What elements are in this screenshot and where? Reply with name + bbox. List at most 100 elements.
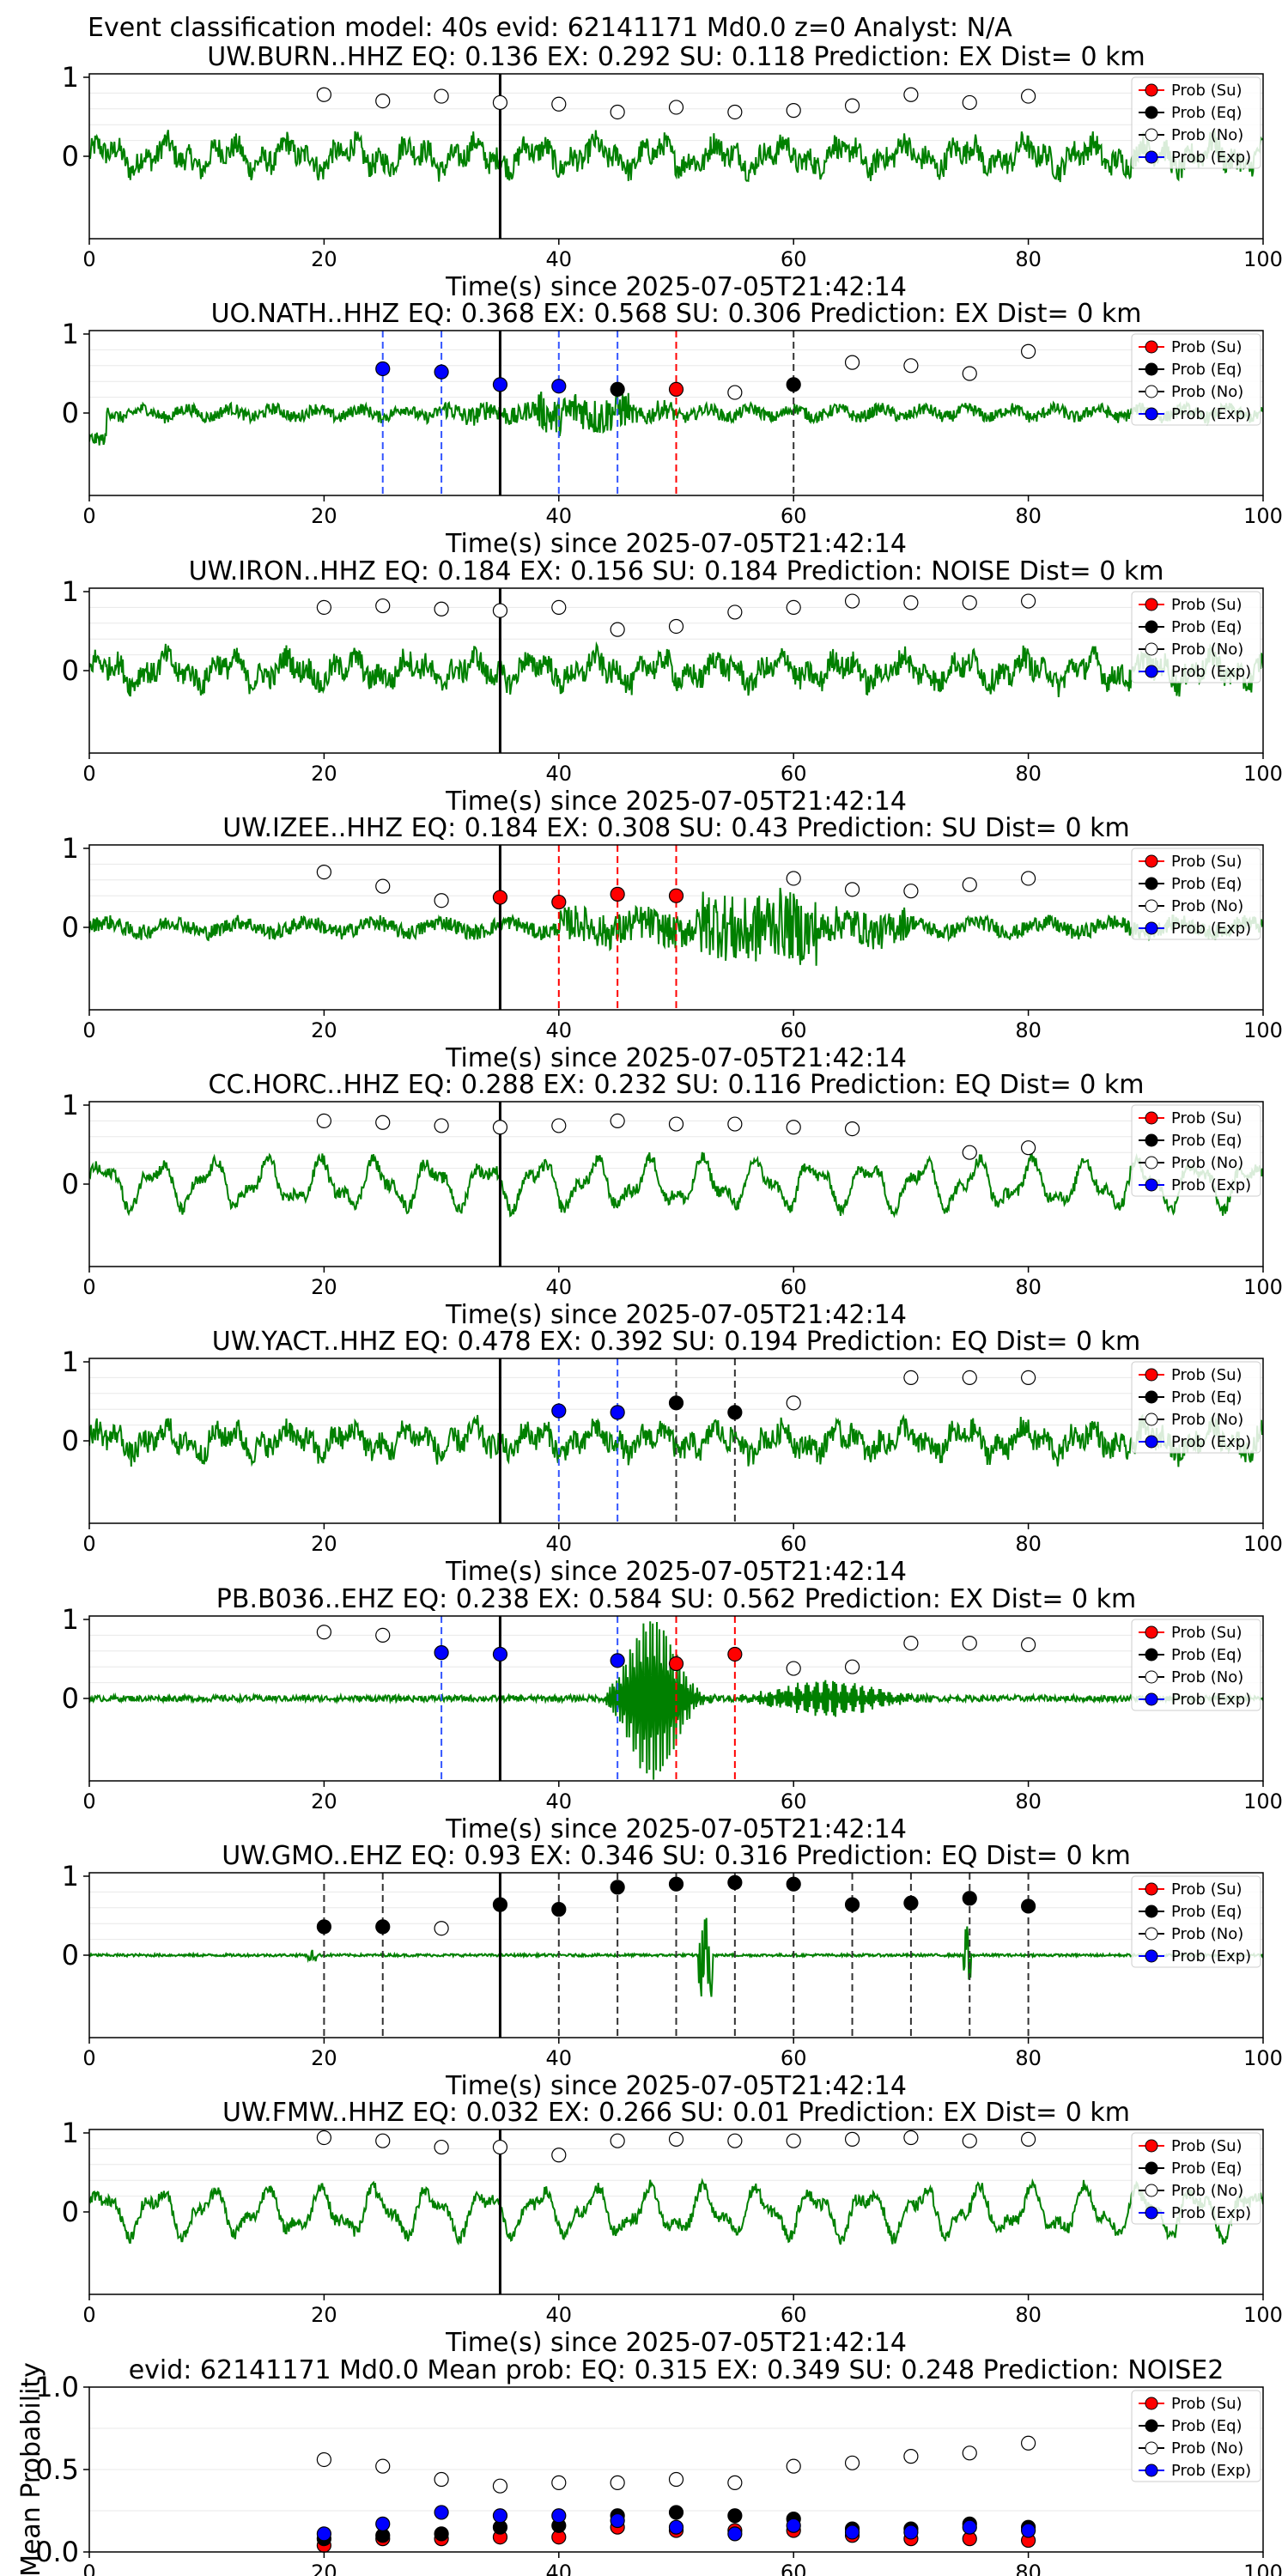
prob-point-no (610, 2133, 625, 2148)
legend-marker-exp (1145, 1692, 1158, 1706)
x-tick-label: 20 (311, 1275, 337, 1299)
mean-prob-point-exp (1020, 2523, 1036, 2538)
mean-prob-point-no (375, 2458, 391, 2474)
prob-point-no (786, 599, 801, 616)
y-tick-label: 0 (62, 1425, 79, 1457)
x-tick-label: 20 (311, 2303, 337, 2327)
x-tick-label: 100 (1243, 762, 1283, 786)
x-tick-label: 80 (1015, 2561, 1042, 2576)
legend-label: Prob (No) (1171, 1925, 1243, 1943)
x-tick-label: 40 (546, 1018, 573, 1042)
legend-label: Prob (No) (1171, 1154, 1243, 1172)
prob-point-no (434, 601, 449, 617)
prob-point-eq (786, 377, 801, 392)
prob-point-no (786, 2133, 801, 2148)
panel-8: UW.GMO..EHZ EQ: 0.93 EX: 0.346 SU: 0.316… (62, 1841, 1283, 2101)
prob-point-eq (610, 1880, 625, 1895)
panel-title: UO.NATH..HHZ EQ: 0.368 EX: 0.568 SU: 0.3… (211, 299, 1142, 329)
x-axis-label: Time(s) since 2025-07-05T21:42:14 (445, 529, 907, 559)
legend-label: Prob (Exp) (1171, 2204, 1251, 2222)
prob-point-no (962, 877, 977, 892)
prob-point-no (786, 103, 801, 118)
x-tick-label: 80 (1015, 2046, 1042, 2070)
prob-point-no (316, 599, 331, 616)
legend-marker-eq (1145, 1390, 1158, 1404)
prob-point-no (434, 893, 449, 908)
prob-point-eq (844, 1897, 860, 1912)
x-axis-label: Time(s) since 2025-07-05T21:42:14 (445, 272, 907, 302)
prob-point-no (727, 385, 743, 400)
prob-point-eq (668, 1395, 684, 1411)
mean-prob-point-exp (316, 2526, 331, 2542)
legend-marker-no (1145, 1927, 1158, 1941)
x-tick-label: 100 (1243, 1018, 1283, 1042)
prob-point-no (434, 1921, 449, 1936)
x-tick-label: 100 (1243, 2303, 1283, 2327)
y-tick-label: 0 (62, 1682, 79, 1715)
x-tick-label: 60 (781, 2046, 807, 2070)
legend-marker-eq (1145, 2161, 1158, 2175)
legend-label: Prob (Eq) (1171, 1388, 1242, 1406)
mean-prob-point-exp (551, 2508, 567, 2524)
panel-2: UO.NATH..HHZ EQ: 0.368 EX: 0.568 SU: 0.3… (62, 299, 1283, 559)
x-tick-label: 80 (1015, 504, 1042, 528)
x-axis-label: Time(s) since 2025-07-05T21:42:14 (445, 1300, 907, 1330)
legend-label: Prob (Exp) (1171, 920, 1251, 938)
prob-point-no (551, 599, 567, 616)
prob-point-no (434, 88, 449, 104)
legend-marker-su (1145, 2397, 1158, 2410)
x-tick-label: 60 (781, 1018, 807, 1042)
legend-label: Prob (Su) (1171, 82, 1242, 100)
prob-point-no (903, 1635, 919, 1651)
prob-point-no (551, 96, 567, 112)
prob-point-no (434, 1118, 449, 1133)
legend-marker-no (1145, 1670, 1158, 1684)
prob-point-no (844, 882, 860, 897)
legend-label: Prob (Eq) (1171, 2160, 1242, 2178)
prob-point-no (962, 1370, 977, 1386)
legend-box (1131, 1361, 1261, 1454)
legend-box (1131, 2390, 1261, 2482)
x-axis-label: Time(s) since 2025-07-05T21:42:14 (445, 1814, 907, 1844)
mean-prob-point-exp (962, 2519, 977, 2535)
x-tick-label: 20 (311, 1532, 337, 1556)
legend-label: Prob (No) (1171, 897, 1243, 915)
panel-5: CC.HORC..HHZ EQ: 0.288 EX: 0.232 SU: 0.1… (62, 1070, 1283, 1330)
prob-point-eq (727, 1405, 743, 1420)
x-tick-label: 80 (1015, 2303, 1042, 2327)
legend-marker-eq (1145, 1133, 1158, 1147)
x-axis-label: Time(s) since 2025-07-05T21:42:14 (445, 2071, 907, 2101)
mean-prob-point-no (727, 2475, 743, 2490)
x-tick-label: 100 (1243, 504, 1283, 528)
legend-marker-exp (1145, 407, 1158, 421)
x-tick-label: 20 (311, 2561, 337, 2576)
prob-point-no (962, 366, 977, 381)
legend-marker-exp (1145, 1949, 1158, 1963)
y-tick-label: 1 (62, 318, 79, 350)
prob-point-su (551, 894, 567, 910)
panel-6: UW.YACT..HHZ EQ: 0.478 EX: 0.392 SU: 0.1… (62, 1327, 1283, 1587)
legend-marker-no (1145, 385, 1158, 398)
prob-point-no (903, 884, 919, 899)
legend-marker-no (1145, 2184, 1158, 2197)
prob-point-no (844, 98, 860, 113)
waveform-line (89, 641, 1263, 697)
legend-marker-eq (1145, 2419, 1158, 2433)
legend-marker-eq (1145, 1905, 1158, 1918)
prob-point-no (492, 603, 508, 618)
legend-marker-eq (1145, 620, 1158, 634)
mean-prob-point-eq (727, 2508, 743, 2524)
legend-label: Prob (Eq) (1171, 1903, 1242, 1921)
prob-point-no (316, 1625, 331, 1640)
x-tick-label: 100 (1243, 1275, 1283, 1299)
y-tick-label: 0 (62, 397, 79, 429)
y-tick-label: 1 (62, 832, 79, 865)
mean-prob-point-exp (434, 2505, 449, 2520)
waveform-line (89, 2178, 1263, 2246)
prob-point-su (610, 886, 625, 902)
x-tick-label: 0 (82, 504, 95, 528)
prob-point-no (786, 871, 801, 886)
mean-prob-point-exp (844, 2524, 860, 2540)
legend-label: Prob (Exp) (1171, 663, 1251, 681)
x-tick-label: 40 (546, 247, 573, 271)
